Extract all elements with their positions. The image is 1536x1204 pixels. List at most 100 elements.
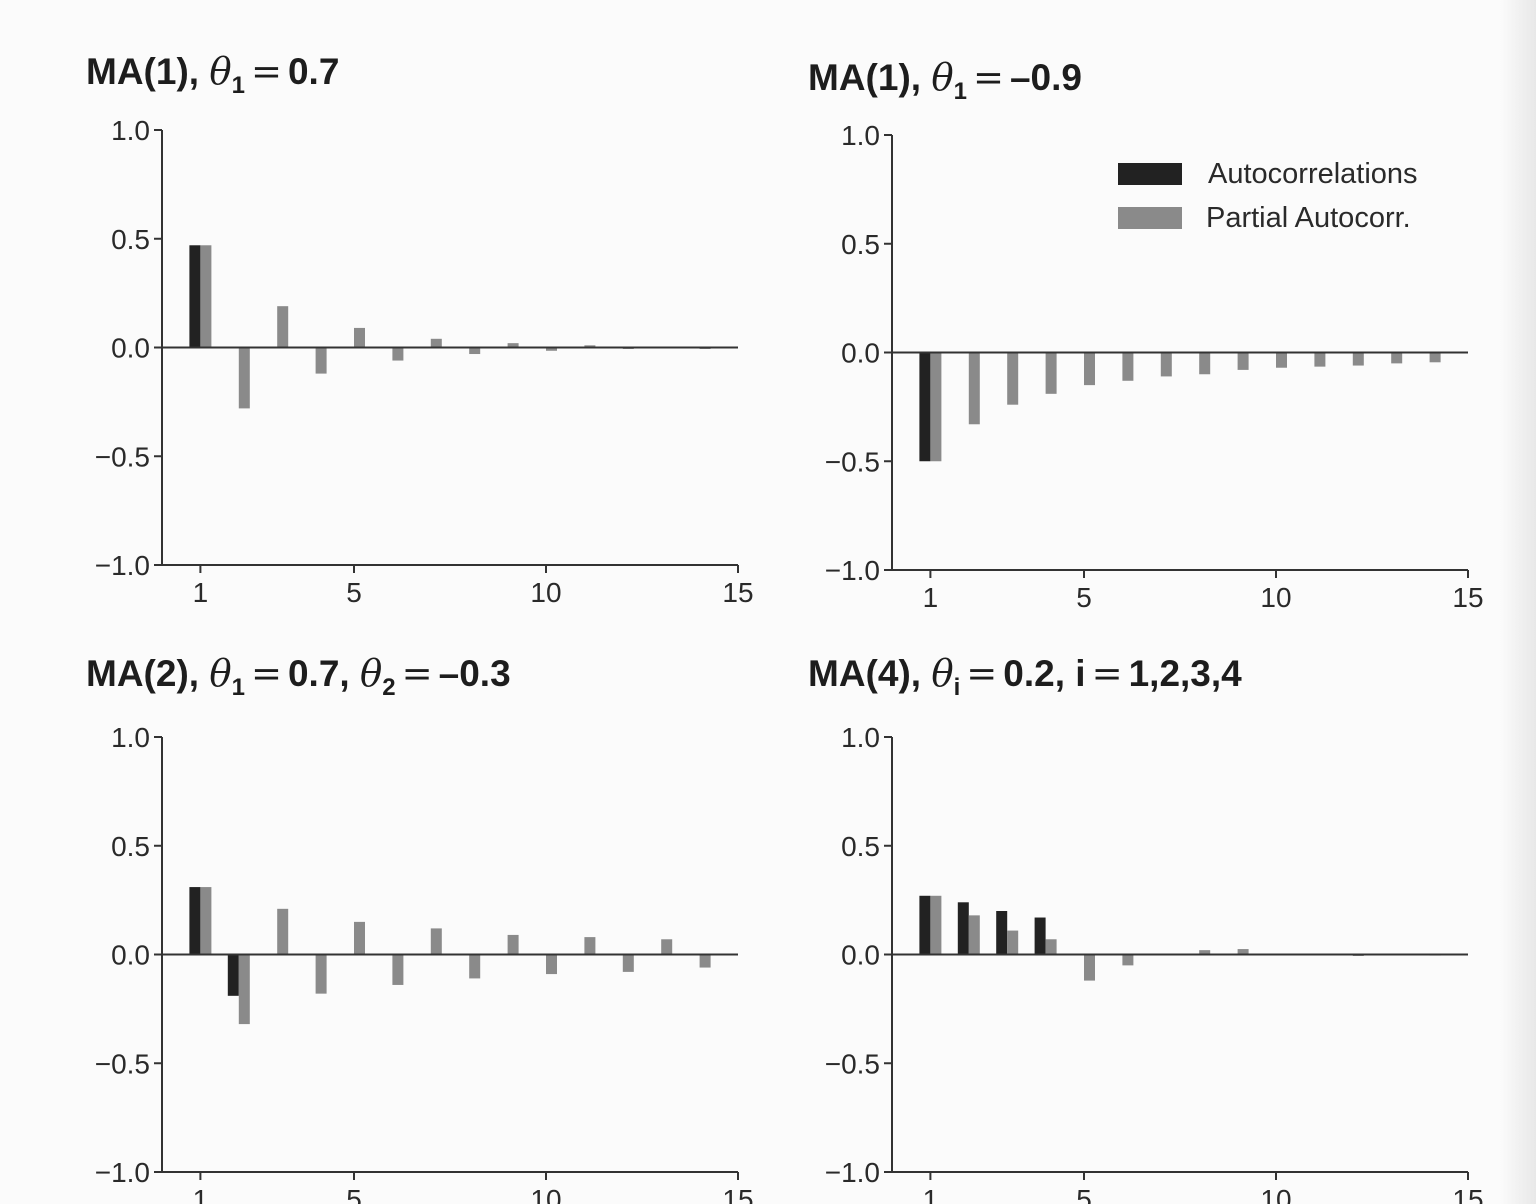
y-tick-label: −0.5 bbox=[95, 441, 150, 472]
pacf-bar bbox=[584, 345, 596, 348]
y-tick-label: 0.0 bbox=[111, 940, 150, 971]
panel-title-2: MA(1), θ1 = –0.9 bbox=[808, 56, 1082, 105]
legend-label-acf: Autocorrelations bbox=[1208, 158, 1418, 190]
title-theta-2: θ bbox=[359, 652, 383, 695]
y-tick-label: −1.0 bbox=[95, 1157, 150, 1188]
pacf-bar bbox=[968, 915, 980, 955]
acf-bar bbox=[919, 352, 931, 462]
pacf-bar bbox=[1276, 352, 1287, 368]
title-model: MA(1), bbox=[86, 51, 200, 92]
pacf-bar bbox=[1199, 352, 1211, 375]
pacf-bar bbox=[1199, 950, 1211, 955]
panel-title-3: MA(2), θ1 = 0.7, θ2 = –0.3 bbox=[86, 652, 511, 701]
pacf-bar bbox=[546, 347, 557, 351]
pacf-bar bbox=[584, 937, 596, 955]
pacf-bar bbox=[1045, 939, 1057, 955]
pacf-bar bbox=[392, 347, 404, 361]
y-tick-label: −1.0 bbox=[95, 550, 150, 581]
pacf-bar bbox=[430, 928, 442, 955]
title-theta: θ bbox=[931, 652, 954, 695]
x-tick-label: 10 bbox=[1260, 1184, 1291, 1204]
y-tick-label: 0.5 bbox=[841, 831, 880, 862]
pacf-bar bbox=[238, 347, 250, 409]
pacf-bar bbox=[546, 954, 557, 975]
pacf-bar bbox=[661, 939, 673, 955]
pacf-bar bbox=[392, 954, 404, 985]
x-tick-label: 1 bbox=[923, 1184, 939, 1204]
y-tick-label: 0.5 bbox=[111, 224, 150, 255]
title-tail: 1,2,3,4 bbox=[1128, 653, 1242, 694]
y-tick-label: 0.0 bbox=[841, 338, 880, 369]
pacf-bar bbox=[1352, 352, 1364, 366]
acf-chart-ma4: 1.00.50.0−0.5−1.01 5 10 15 bbox=[825, 722, 1484, 1204]
pacf-bar bbox=[1045, 352, 1057, 394]
y-tick-label: 1.0 bbox=[841, 120, 880, 151]
pacf-bar bbox=[469, 954, 481, 979]
title-theta: θ bbox=[209, 652, 232, 695]
pacf-bar bbox=[507, 343, 519, 348]
pacf-bar bbox=[1429, 352, 1441, 363]
y-tick-label: −0.5 bbox=[825, 446, 880, 477]
pacf-bar bbox=[354, 921, 365, 955]
page-edge-shade bbox=[1500, 0, 1536, 1204]
pacf-bar bbox=[930, 352, 942, 462]
pacf-bar bbox=[1007, 352, 1019, 405]
acf-bar bbox=[996, 911, 1008, 955]
pacf-bar bbox=[354, 327, 365, 348]
pacf-bar bbox=[1084, 954, 1095, 981]
y-tick-label: 1.0 bbox=[111, 722, 150, 753]
title-value: –0.9 bbox=[1009, 57, 1082, 98]
title-model: MA(2), bbox=[86, 653, 200, 694]
pacf-bar bbox=[430, 338, 442, 348]
x-tick-label: 5 bbox=[346, 577, 362, 608]
x-tick-label: 5 bbox=[1076, 1184, 1092, 1204]
y-tick-label: 1.0 bbox=[841, 722, 880, 753]
pacf-bar bbox=[1237, 352, 1249, 370]
pacf-bar bbox=[200, 887, 212, 955]
legend-swatch-acf bbox=[1118, 163, 1182, 185]
pacf-bar bbox=[277, 908, 289, 955]
x-tick-label: 15 bbox=[1452, 582, 1483, 613]
x-tick-label: 5 bbox=[346, 1184, 362, 1204]
panel-title-4: MA(4), θi = 0.2, i = 1,2,3,4 bbox=[808, 652, 1242, 701]
x-tick-label: 10 bbox=[530, 1184, 561, 1204]
title-value: 0.2, i bbox=[1003, 653, 1086, 694]
title-theta-sub: i bbox=[953, 674, 961, 701]
x-tick-label: 15 bbox=[1452, 1184, 1483, 1204]
y-tick-label: −1.0 bbox=[825, 555, 880, 586]
pacf-bar bbox=[507, 934, 519, 955]
y-tick-label: −0.5 bbox=[95, 1048, 150, 1079]
title-theta-sub: 1 bbox=[231, 72, 245, 99]
pacf-bar bbox=[699, 954, 711, 968]
pacf-bar bbox=[968, 352, 980, 425]
pacf-bar bbox=[315, 347, 327, 374]
acf-bar bbox=[189, 245, 201, 348]
title-value: 0.7 bbox=[287, 51, 340, 92]
legend-swatch-pacf bbox=[1118, 207, 1182, 229]
acf-chart-ma1-neg: 1.00.50.0−0.5−1.01 5 10 15AutocorrelationsP… bbox=[825, 120, 1484, 613]
title-model: MA(1), bbox=[808, 57, 922, 98]
y-tick-label: 0.0 bbox=[841, 940, 880, 971]
title-model: MA(4), bbox=[808, 653, 922, 694]
x-tick-label: 10 bbox=[1260, 582, 1291, 613]
acf-bar bbox=[189, 887, 201, 955]
y-tick-label: 0.0 bbox=[111, 333, 150, 364]
pacf-bar bbox=[469, 347, 481, 355]
title-theta: θ bbox=[209, 50, 232, 93]
title-value: 0.7, bbox=[287, 653, 350, 694]
pacf-bar bbox=[1314, 352, 1326, 367]
pacf-bar bbox=[1237, 949, 1249, 955]
acf-bar bbox=[1034, 917, 1046, 955]
y-tick-label: −0.5 bbox=[825, 1048, 880, 1079]
panel-title-1: MA(1), θ1 = 0.7 bbox=[86, 50, 340, 99]
y-tick-label: 0.5 bbox=[841, 229, 880, 260]
pacf-bar bbox=[1391, 352, 1403, 364]
acf-bar bbox=[957, 902, 969, 955]
pacf-bar bbox=[277, 306, 289, 348]
y-tick-label: −1.0 bbox=[825, 1157, 880, 1188]
acf-chart-ma1-pos: 1.00.50.0−0.5−1.01 5 10 15 bbox=[95, 115, 754, 608]
title-theta-2-sub: 2 bbox=[382, 674, 396, 701]
acf-bar bbox=[919, 895, 931, 955]
x-tick-label: 1 bbox=[923, 582, 939, 613]
pacf-bar bbox=[1084, 352, 1095, 386]
